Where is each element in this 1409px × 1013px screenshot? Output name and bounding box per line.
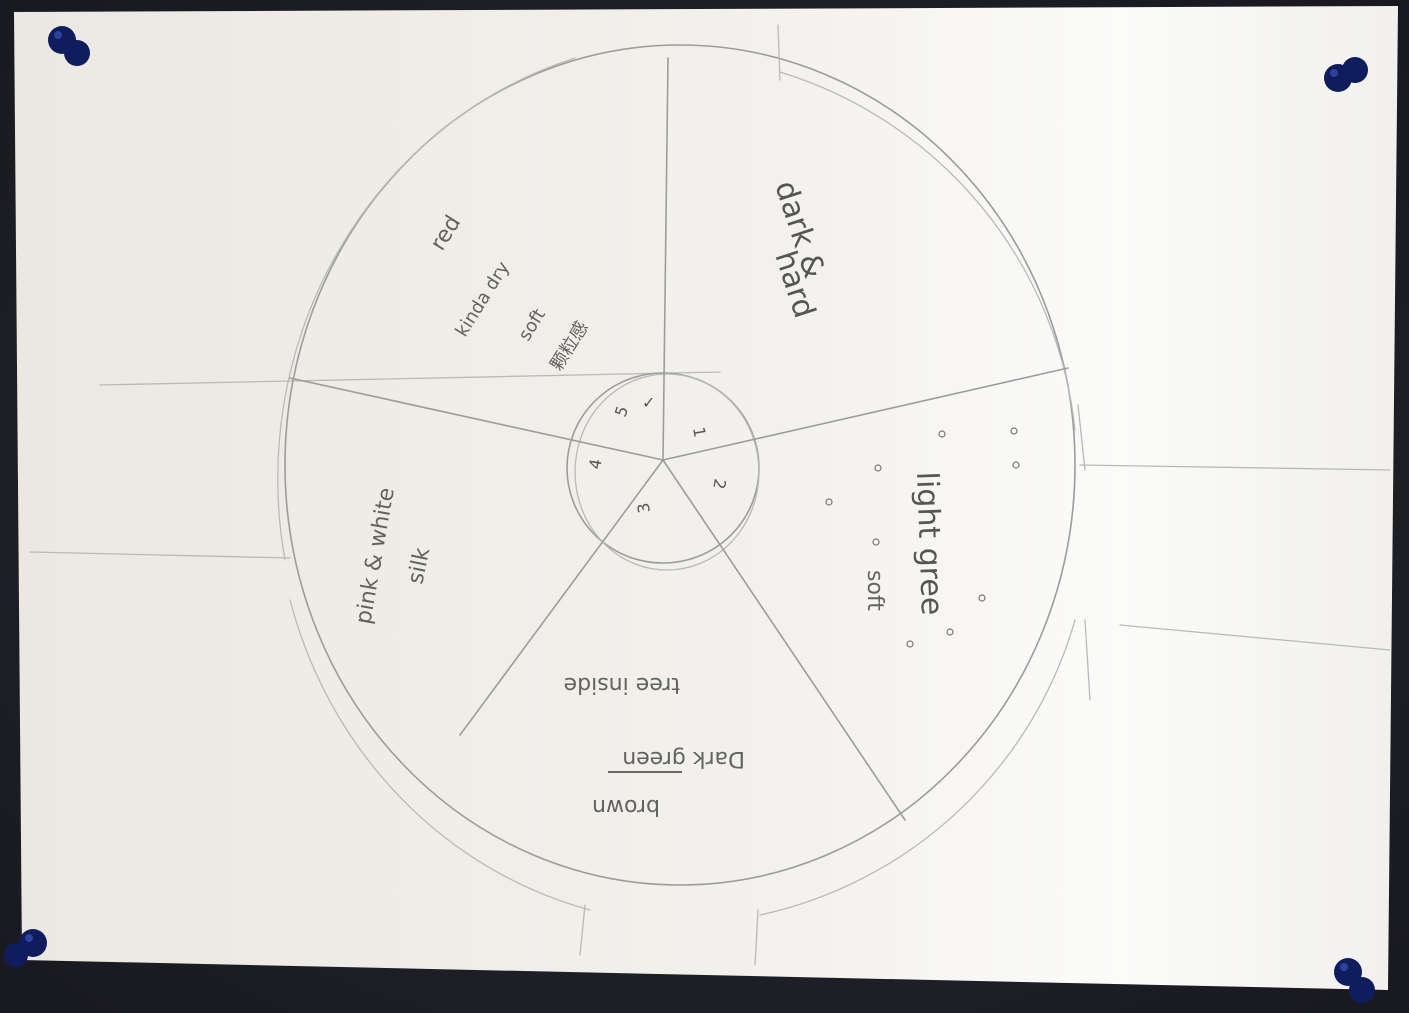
- check-mark: ✓: [642, 393, 655, 412]
- fold-line: [1079, 464, 1391, 471]
- bubble-dot: [825, 498, 833, 506]
- ring-tick: [1077, 404, 1086, 471]
- segment-number-4: 4: [585, 457, 605, 470]
- segment-3-line-3: brown: [592, 794, 660, 819]
- segment-2-line-1: light gree: [909, 471, 949, 616]
- spoke-line: [662, 57, 669, 461]
- segment-number-3: 3: [633, 501, 653, 514]
- bubble-dot: [874, 464, 882, 472]
- ring-tick: [579, 904, 586, 956]
- bubble-dot: [946, 628, 954, 636]
- bubble-dot: [938, 430, 946, 438]
- bubble-dot: [872, 538, 880, 546]
- outer-ring-arc: [759, 619, 1076, 916]
- segment-number-2: 2: [709, 477, 729, 490]
- segment-number-1: 1: [689, 425, 709, 438]
- bubble-dot: [1010, 427, 1018, 435]
- bubble-dot: [906, 640, 914, 648]
- push-pin-icon: [4, 929, 47, 967]
- push-pin-icon: [48, 26, 90, 66]
- bubble-dot: [978, 594, 986, 602]
- segment-2-line-2: soft: [862, 570, 887, 611]
- outer-ring-arc: [779, 71, 1076, 431]
- fold-line: [29, 551, 291, 559]
- spoke-line: [289, 377, 664, 461]
- spoke-line: [459, 459, 664, 736]
- spoke-line: [662, 459, 906, 821]
- spoke-line: [662, 367, 1069, 461]
- bubble-dot: [1012, 461, 1020, 469]
- push-pin-icon: [1324, 57, 1368, 92]
- outer-ring-arc: [277, 57, 576, 561]
- ring-tick: [1084, 619, 1091, 701]
- paper-sheet: [14, 6, 1398, 990]
- outer-circle: [284, 44, 1076, 886]
- fold-line: [99, 371, 721, 386]
- inner-circle-trace: [574, 373, 760, 571]
- segment-3-line-2: Dark green: [622, 746, 745, 771]
- fold-line: [1119, 624, 1391, 651]
- ring-tick: [754, 909, 759, 966]
- push-pin-icon: [1334, 958, 1375, 1003]
- segment-3-line-1: tree inside: [564, 672, 680, 697]
- outer-ring-arc: [289, 599, 591, 911]
- ring-tick: [777, 24, 781, 81]
